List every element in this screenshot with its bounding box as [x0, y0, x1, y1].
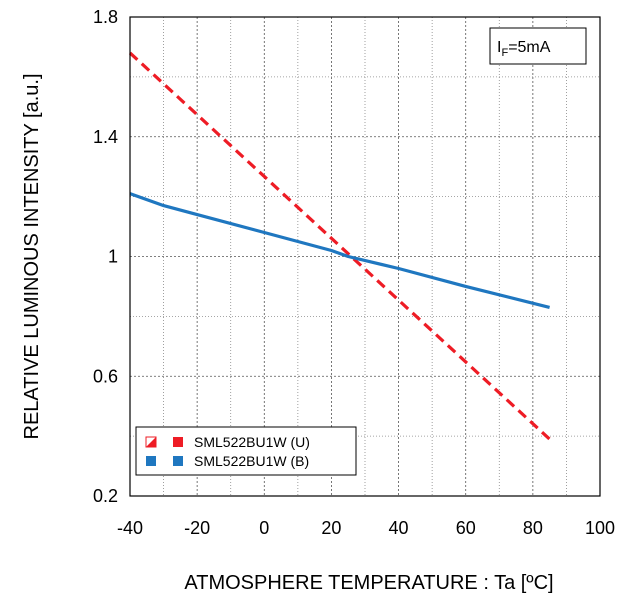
legend-swatch: [173, 456, 183, 466]
x-tick-label: 40: [389, 518, 409, 538]
x-tick-label: 0: [259, 518, 269, 538]
legend-swatch-half: [146, 437, 156, 447]
series-line-1: [128, 51, 551, 441]
condition-label: IF=5mA: [497, 39, 551, 59]
condition-subscript: F: [501, 47, 508, 59]
legend-frame: [135, 426, 357, 476]
y-axis-title: RELATIVE LUMINOUS INTENSITY [a.u.]: [21, 73, 43, 439]
condition-symbol: I: [497, 39, 501, 56]
condition-box: IF=5mA: [489, 27, 587, 65]
y-tick-label: 0.2: [93, 486, 118, 506]
condition-value: =5mA: [508, 39, 551, 56]
legend-swatch: [146, 456, 156, 466]
plot-frame: [129, 16, 601, 497]
x-tick-label: 60: [456, 518, 476, 538]
x-tick-label: -20: [184, 518, 210, 538]
legend: SML522BU1W (U) SML522BU1W (B): [135, 426, 357, 476]
x-tick-label: 100: [585, 518, 615, 538]
grid-lines: [130, 17, 600, 496]
legend-swatch: [173, 437, 183, 447]
y-tick-label: 1.4: [93, 127, 118, 147]
series-layer: [128, 51, 551, 441]
condition-box-frame: [489, 27, 587, 65]
x-axis-title: ATMOSPHERE TEMPERATURE : Ta [ºC]: [184, 572, 553, 594]
series-line-2: [129, 192, 550, 309]
legend-label: SML522BU1W (B): [194, 453, 309, 469]
y-tick-label: 1: [108, 247, 118, 267]
y-tick-label: 1.8: [93, 7, 118, 27]
legend-label: SML522BU1W (U): [194, 434, 310, 450]
x-tick-label: 20: [321, 518, 341, 538]
tick-labels: -40 -20 0 20 40 60 80 100 0.2 0.6 1 1.4 1.8: [93, 7, 615, 538]
y-tick-label: 0.6: [93, 366, 118, 386]
x-tick-label: 80: [523, 518, 543, 538]
x-tick-label: -40: [117, 518, 143, 538]
